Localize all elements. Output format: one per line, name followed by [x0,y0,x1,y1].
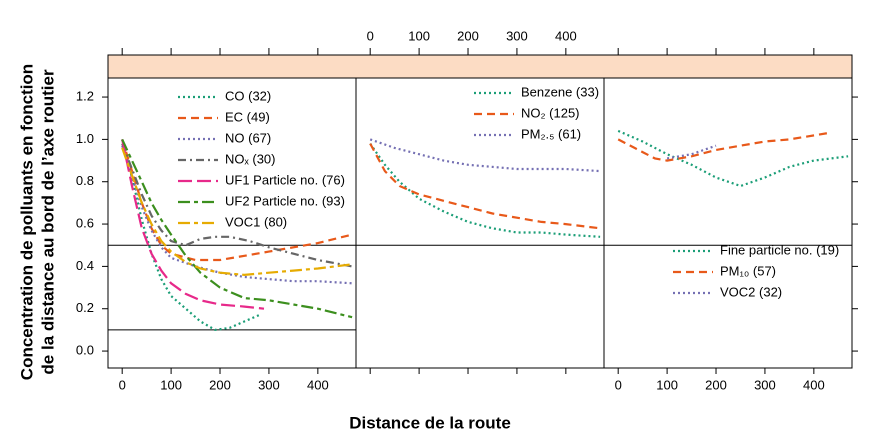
legend-label: NOₓ (30) [225,151,276,166]
legend-label: VOC1 (80) [225,214,287,229]
x-tick-label: 400 [307,377,329,392]
x-tick-label: 200 [457,28,479,43]
x-tick-label: 0 [367,28,374,43]
y-axis-title: Concentration de polluants en fonction [17,64,36,380]
x-tick-label: 100 [408,28,430,43]
panel-frame [355,77,605,369]
y-tick-label: 0.6 [76,215,94,230]
strip [107,54,853,79]
x-tick-label: 300 [754,377,776,392]
legend-label: VOC2 (32) [720,284,782,299]
x-tick-label: 0 [615,377,622,392]
series-line [617,131,829,162]
panel-frame [603,77,853,369]
x-tick-label: 300 [258,377,280,392]
series-line [121,143,353,268]
y-tick-label: 0.2 [76,300,94,315]
legend-label: Fine particle no. (19) [720,242,839,257]
x-tick-label: 200 [209,377,231,392]
y-tick-label: 0.4 [76,258,94,273]
legend-label: EC (49) [225,109,270,124]
x-tick-label: 400 [803,377,825,392]
legend-label: PM₂.₅ (61) [521,126,581,141]
legend-label: UF1 Particle no. (76) [225,172,345,187]
legend-label: NO₂ (125) [521,105,580,120]
series-line [369,142,601,238]
x-tick-label: 0 [119,377,126,392]
legend-label: NO (67) [225,130,271,145]
y-tick-label: 1.0 [76,131,94,146]
x-tick-label: 300 [506,28,528,43]
legend-label: Benzene (33) [521,84,599,99]
x-tick-label: 400 [555,28,577,43]
series-line [369,138,601,173]
y-tick-label: 0.0 [76,343,94,358]
y-tick-label: 0.8 [76,173,94,188]
y-axis-title: de la distance au bord de l’axe routier [38,69,57,375]
legend-label: PM₁₀ (57) [720,263,776,278]
series-line [617,129,849,188]
series-line [369,143,601,230]
series-line [121,138,353,319]
y-tick-label: 1.2 [76,88,94,103]
legend-label: CO (32) [225,88,271,103]
x-axis-title: Distance de la route [349,413,511,432]
series-line [121,139,260,332]
x-tick-label: 100 [656,377,678,392]
x-tick-label: 200 [705,377,727,392]
legend-label: UF2 Particle no. (93) [225,193,345,208]
series-line [121,139,265,310]
x-tick-label: 100 [160,377,182,392]
